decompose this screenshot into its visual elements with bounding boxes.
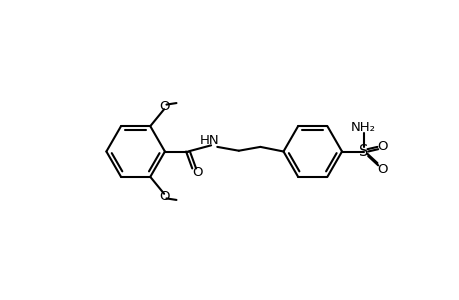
Text: O: O — [191, 166, 202, 179]
Text: O: O — [376, 140, 386, 153]
Text: NH₂: NH₂ — [350, 121, 375, 134]
Text: S: S — [358, 144, 368, 159]
Text: O: O — [159, 100, 170, 112]
Text: HN: HN — [199, 134, 219, 147]
Text: O: O — [376, 164, 386, 176]
Text: O: O — [159, 190, 170, 203]
